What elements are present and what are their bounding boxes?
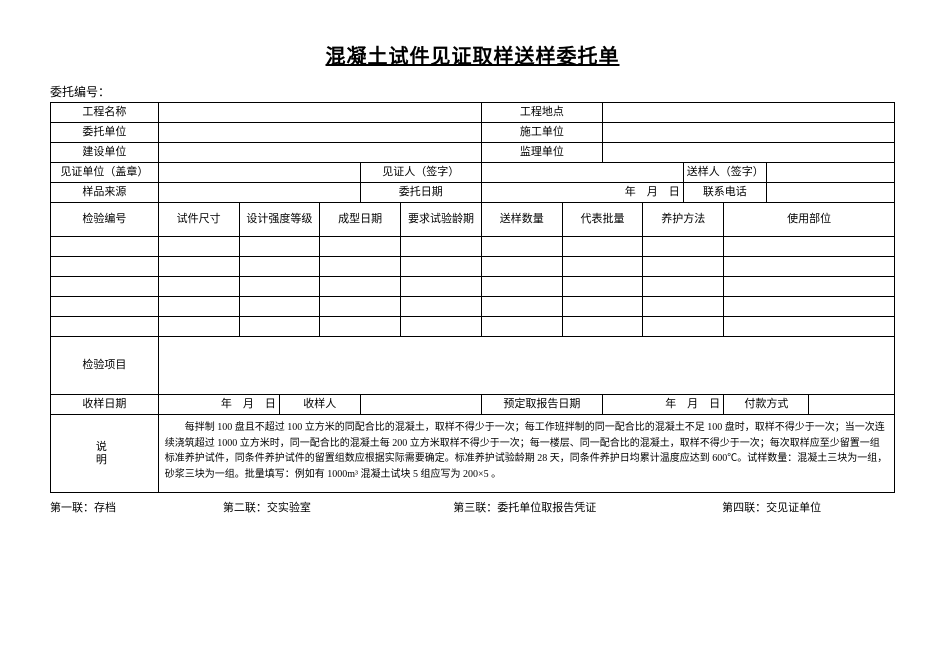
value-construct-unit (603, 123, 895, 143)
entrust-no-label: 委托编号： (50, 83, 895, 100)
label-recv-date: 收样日期 (51, 395, 159, 415)
value-phone (766, 183, 894, 203)
value-sample-source (158, 183, 360, 203)
value-inspect-item (158, 337, 894, 395)
label-recv-person: 收样人 (279, 395, 360, 415)
label-supervise-unit: 监理单位 (481, 143, 602, 163)
col-inspect-no: 检验编号 (51, 203, 159, 237)
label-witness-sign: 见证人（签字） (360, 163, 481, 183)
col-curing: 养护方法 (643, 203, 724, 237)
explain-l1: 说 (54, 441, 155, 454)
label-report-date: 预定取报告日期 (481, 395, 602, 415)
label-sample-source: 样品来源 (51, 183, 159, 203)
value-project-name (158, 103, 481, 123)
label-inspect-item: 检验项目 (51, 337, 159, 395)
table-row (51, 297, 895, 317)
label-entrust-unit: 委托单位 (51, 123, 159, 143)
label-explain: 说 明 (51, 415, 159, 493)
label-pay-method: 付款方式 (724, 395, 809, 415)
value-project-location (603, 103, 895, 123)
footer-copy2: 第二联：交实验室 (223, 499, 453, 515)
footer: 第一联：存档 第二联：交实验室 第三联：委托单位取报告凭证 第四联：交见证单位 (50, 499, 895, 515)
value-recv-date: 年 月 日 (158, 395, 279, 415)
col-design-strength: 设计强度等级 (239, 203, 320, 237)
value-witness-unit (158, 163, 360, 183)
label-witness-unit: 见证单位（盖章） (51, 163, 159, 183)
value-entrust-date: 年 月 日 (481, 183, 683, 203)
label-build-unit: 建设单位 (51, 143, 159, 163)
col-required-age: 要求试验龄期 (401, 203, 482, 237)
label-project-name: 工程名称 (51, 103, 159, 123)
col-specimen-size: 试件尺寸 (158, 203, 239, 237)
value-witness-sign (481, 163, 683, 183)
value-report-date: 年 月 日 (603, 395, 724, 415)
col-usage-part: 使用部位 (724, 203, 895, 237)
value-recv-person (360, 395, 481, 415)
label-project-location: 工程地点 (481, 103, 602, 123)
table-row (51, 257, 895, 277)
label-phone: 联系电话 (683, 183, 766, 203)
explain-l2: 明 (54, 454, 155, 467)
footer-copy4: 第四联：交见证单位 (722, 499, 895, 515)
form-table: 工程名称 工程地点 委托单位 施工单位 建设单位 监理单位 见证单位（盖章） 见… (50, 102, 895, 493)
value-supervise-unit (603, 143, 895, 163)
footer-copy1: 第一联：存档 (50, 499, 223, 515)
table-row (51, 237, 895, 257)
footer-copy3: 第三联：委托单位取报告凭证 (453, 499, 722, 515)
value-build-unit (158, 143, 481, 163)
col-sample-qty: 送样数量 (481, 203, 562, 237)
label-entrust-date: 委托日期 (360, 183, 481, 203)
value-entrust-unit (158, 123, 481, 143)
col-batch: 代表批量 (562, 203, 643, 237)
explain-text: 每拌制 100 盘且不超过 100 立方米的同配合比的混凝土，取样不得少于一次；… (158, 415, 894, 493)
table-row (51, 317, 895, 337)
col-forming-date: 成型日期 (320, 203, 401, 237)
table-row (51, 277, 895, 297)
value-pay-method (809, 395, 895, 415)
label-construct-unit: 施工单位 (481, 123, 602, 143)
label-sampler-sign: 送样人（签字） (683, 163, 766, 183)
value-sampler-sign (766, 163, 894, 183)
page-title: 混凝土试件见证取样送样委托单 (50, 40, 895, 69)
